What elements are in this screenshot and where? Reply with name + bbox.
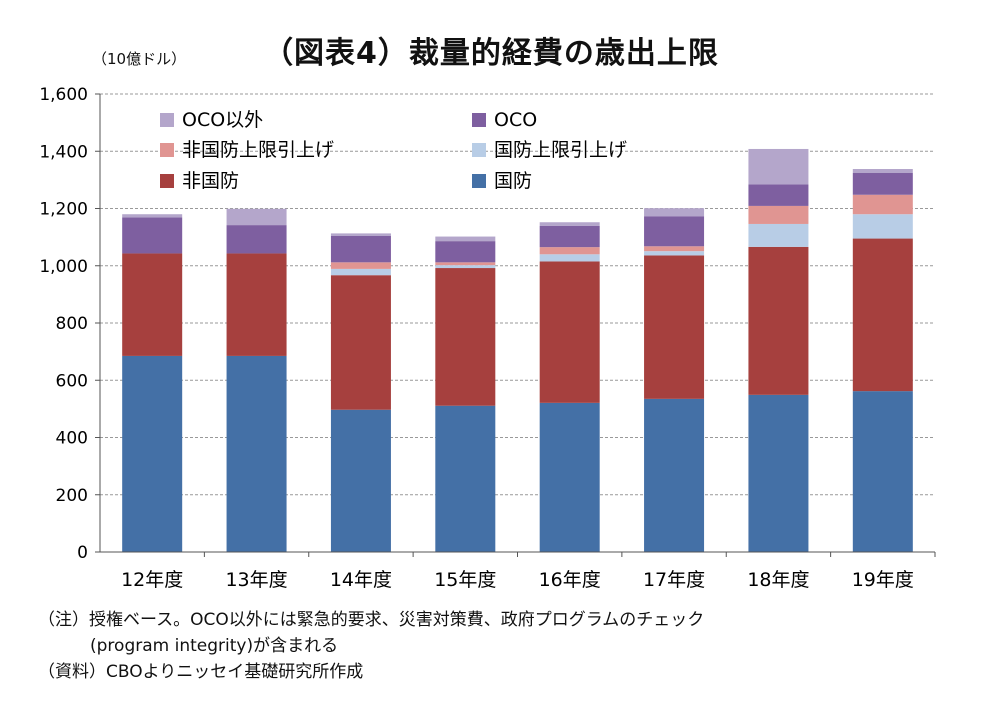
bar-segment bbox=[748, 223, 809, 247]
notes: （注）授権ベース。OCO以外には緊急的要求、災害対策費、政府プログラムのチェック… bbox=[38, 607, 704, 685]
y-tick-label: 200 bbox=[56, 486, 88, 506]
x-tick-label: 14年度 bbox=[330, 569, 392, 591]
x-tick-label: 15年度 bbox=[434, 569, 496, 591]
bar-segment bbox=[539, 225, 600, 248]
y-tick-label: 0 bbox=[77, 543, 88, 563]
y-tick-label: 1,000 bbox=[39, 257, 88, 277]
legend-swatch bbox=[472, 113, 486, 127]
bar-segment bbox=[330, 268, 391, 276]
bar-segment bbox=[435, 268, 496, 406]
x-tick-label: 17年度 bbox=[643, 569, 705, 591]
legend-swatch bbox=[472, 143, 486, 157]
bar-segment bbox=[330, 409, 391, 552]
x-tick-label: 12年度 bbox=[121, 569, 183, 591]
x-tick-label: 13年度 bbox=[225, 569, 287, 591]
bar-segment bbox=[748, 148, 809, 185]
bar-segment bbox=[539, 254, 600, 262]
bar-segment bbox=[644, 251, 705, 256]
bar-segment bbox=[226, 208, 287, 226]
legend-label: 国防上限引上げ bbox=[494, 139, 627, 161]
bar-segment bbox=[644, 255, 705, 399]
source-line: （資料）CBOよりニッセイ基礎研究所作成 bbox=[38, 662, 364, 682]
bar-segment bbox=[644, 398, 705, 552]
bar-segment bbox=[435, 236, 496, 242]
bar-segment bbox=[644, 246, 705, 252]
bar-segment bbox=[748, 246, 809, 395]
bar-segment bbox=[226, 225, 287, 254]
bar-segment bbox=[852, 168, 913, 174]
bar-segment bbox=[226, 355, 287, 552]
bar-segment bbox=[435, 405, 496, 552]
legend-label: 非国防上限引上げ bbox=[182, 139, 334, 161]
bar-segment bbox=[226, 253, 287, 356]
note-line-2: (program integrity)が含まれる bbox=[90, 636, 339, 656]
legend-swatch bbox=[160, 113, 174, 127]
bar-segment bbox=[644, 208, 705, 217]
y-tick-label: 1,200 bbox=[39, 200, 88, 220]
bar-segment bbox=[539, 247, 600, 255]
x-tick-label: 16年度 bbox=[539, 569, 601, 591]
x-tick-label: 19年度 bbox=[852, 569, 914, 591]
y-tick-label: 600 bbox=[56, 371, 88, 391]
bar-segment bbox=[435, 241, 496, 263]
legend-swatch bbox=[160, 174, 174, 188]
bar-segment bbox=[539, 222, 600, 226]
bar-segment bbox=[122, 355, 183, 552]
y-axis-ticks: 0 200 400 600 800 1,000 1,200 1,400 1,600 bbox=[39, 85, 100, 563]
x-axis-labels: 12年度 13年度 14年度 15年度 16年度 17年度 18年度 19年度 bbox=[121, 569, 914, 591]
y-tick-label: 1,400 bbox=[39, 142, 88, 162]
bar-segment bbox=[852, 173, 913, 195]
bar-segment bbox=[852, 214, 913, 239]
bar-segment bbox=[748, 205, 809, 224]
bar-segment bbox=[852, 391, 913, 552]
bar-segment bbox=[435, 265, 496, 269]
bar-segment bbox=[852, 194, 913, 215]
legend-label: 国防 bbox=[494, 170, 532, 192]
bar-segment bbox=[330, 235, 391, 263]
legend-label: OCO以外 bbox=[182, 109, 263, 131]
legend-swatch bbox=[472, 174, 486, 188]
bar-segment bbox=[330, 275, 391, 410]
bar-segment bbox=[852, 238, 913, 392]
chart-title: （図表4）裁量的経費の歳出上限 bbox=[263, 36, 719, 71]
legend-label: 非国防 bbox=[182, 170, 239, 192]
y-tick-label: 1,600 bbox=[39, 85, 88, 105]
bar-segment bbox=[330, 233, 391, 236]
bar-segment bbox=[539, 402, 600, 552]
legend-swatch bbox=[160, 143, 174, 157]
y-axis-unit-label: （10億ドル） bbox=[92, 50, 187, 68]
y-tick-label: 400 bbox=[56, 429, 88, 449]
bar-segment bbox=[539, 261, 600, 403]
stacked-bar-chart: 0 200 400 600 800 1,000 1,200 1,400 1,600 12年度 13… bbox=[39, 85, 936, 591]
axes bbox=[99, 94, 936, 557]
bar-segment bbox=[644, 216, 705, 247]
bar-segment bbox=[122, 253, 183, 356]
x-tick-label: 18年度 bbox=[747, 569, 809, 591]
bar-segment bbox=[435, 262, 496, 266]
bar-segment bbox=[122, 214, 183, 218]
y-tick-label: 800 bbox=[56, 314, 88, 334]
bars bbox=[122, 148, 913, 552]
bar-segment bbox=[330, 262, 391, 269]
legend-label: OCO bbox=[494, 109, 537, 131]
bar-segment bbox=[122, 217, 183, 254]
note-line-1: （注）授権ベース。OCO以外には緊急的要求、災害対策費、政府プログラムのチェック bbox=[38, 610, 705, 630]
bar-segment bbox=[748, 394, 809, 552]
bar-segment bbox=[748, 184, 809, 206]
